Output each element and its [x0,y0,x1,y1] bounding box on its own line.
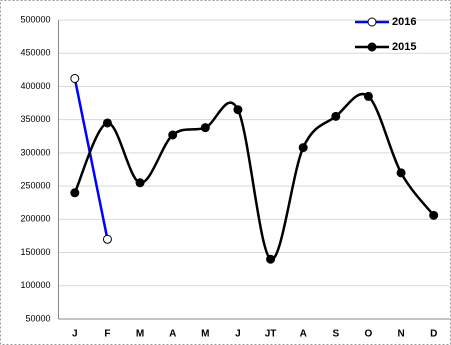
x-tick-label: A [300,329,307,340]
x-tick-label: D [430,329,437,340]
point [266,254,276,264]
x-tick-label: J [72,329,78,340]
x-tick-label: N [397,329,404,340]
y-tick-label: 500000 [20,14,50,24]
x-tick-label: J [235,329,241,340]
x-tick-label: S [332,329,339,340]
point [168,130,178,140]
point [102,234,112,244]
point [233,105,243,115]
point [396,168,406,178]
legend-label: 2015 [392,41,416,53]
x-tick-label: M [136,329,144,340]
y-tick-label: 150000 [20,247,50,257]
x-tick-label: A [169,329,176,340]
y-tick-label: 300000 [20,147,50,157]
point [102,118,112,128]
y-tick-label: 100000 [20,280,50,290]
legend-marker [367,17,377,27]
y-tick-label: 200000 [20,214,50,224]
x-tick-label: M [201,329,209,340]
point [331,111,341,121]
x-tick-label: JT [265,329,277,340]
point [363,91,373,101]
y-tick-label: 250000 [20,180,50,190]
point [200,123,210,133]
x-tick-label: O [365,329,373,340]
y-tick-label: 350000 [20,114,50,124]
point [70,73,80,83]
y-tick-label: 450000 [20,48,50,58]
legend-label: 2016 [392,16,416,28]
point [70,188,80,198]
series-line [73,78,109,240]
legend-marker [367,42,377,52]
point [298,143,308,153]
y-tick-label: 50000 [25,313,50,323]
point [429,210,439,220]
x-tick-label: F [104,329,110,340]
y-tick-label: 400000 [20,81,50,91]
point [135,178,145,188]
